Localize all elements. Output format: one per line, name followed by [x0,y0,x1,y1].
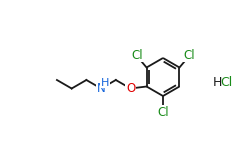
Text: Cl: Cl [183,48,195,62]
Text: Cl: Cl [157,105,169,118]
Text: H: H [212,76,222,90]
Text: Cl: Cl [131,48,143,62]
Text: O: O [126,82,135,95]
Text: Cl: Cl [220,76,232,90]
Text: N: N [97,82,106,95]
Text: H: H [101,78,109,87]
